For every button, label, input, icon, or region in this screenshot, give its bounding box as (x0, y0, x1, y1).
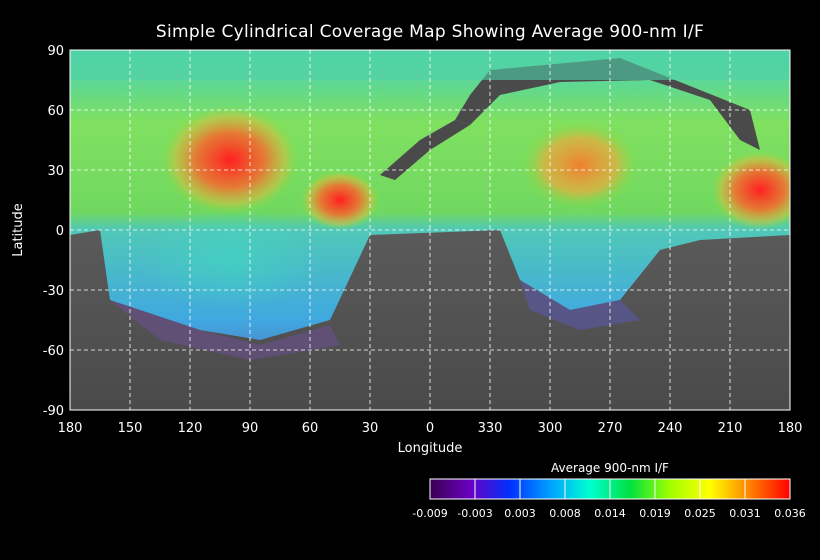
x-tick-label: 180 (58, 421, 83, 436)
colorbar-label: Average 900-nm I/F (551, 461, 669, 475)
y-tick-label: -30 (43, 284, 64, 299)
colorbar-tick-label: 0.019 (639, 507, 671, 520)
x-tick-label: 90 (242, 421, 259, 436)
colorbar (429, 478, 791, 500)
y-tick-label: -90 (43, 404, 64, 419)
x-axis-label: Longitude (398, 441, 463, 456)
plot-frame (69, 49, 791, 411)
map-image (70, 50, 790, 410)
colorbar-tick-label: 0.014 (594, 507, 626, 520)
y-tick-label: 0 (56, 224, 64, 239)
x-tick-label: 120 (178, 421, 203, 436)
x-tick-label: 240 (658, 421, 683, 436)
colorbar-tick-label: 0.008 (549, 507, 581, 520)
x-tick-label: 180 (778, 421, 803, 436)
x-tick-label: 0 (426, 421, 434, 436)
x-tick-label: 210 (718, 421, 743, 436)
colorbar-tick-label: 0.003 (504, 507, 536, 520)
grid-lines (70, 50, 790, 410)
y-tick-label: -60 (43, 344, 64, 359)
colorbar-tick-label: 0.036 (774, 507, 806, 520)
x-tick-label: 330 (478, 421, 503, 436)
x-tick-label: 60 (302, 421, 319, 436)
colorbar-tick-label: -0.009 (412, 507, 447, 520)
x-tick-label: 300 (538, 421, 563, 436)
y-axis-label: Latitude (11, 203, 26, 257)
y-tick-label: 90 (47, 44, 64, 59)
colorbar-tick-label: 0.031 (729, 507, 761, 520)
x-tick-label: 150 (118, 421, 143, 436)
map-title: Simple Cylindrical Coverage Map Showing … (155, 22, 705, 42)
colorbar-tick-label: -0.003 (457, 507, 492, 520)
colorbar-tick-label: 0.025 (684, 507, 716, 520)
x-tick-label: 270 (598, 421, 623, 436)
y-tick-label: 30 (47, 164, 64, 179)
y-tick-label: 60 (47, 104, 64, 119)
x-tick-label: 30 (362, 421, 379, 436)
